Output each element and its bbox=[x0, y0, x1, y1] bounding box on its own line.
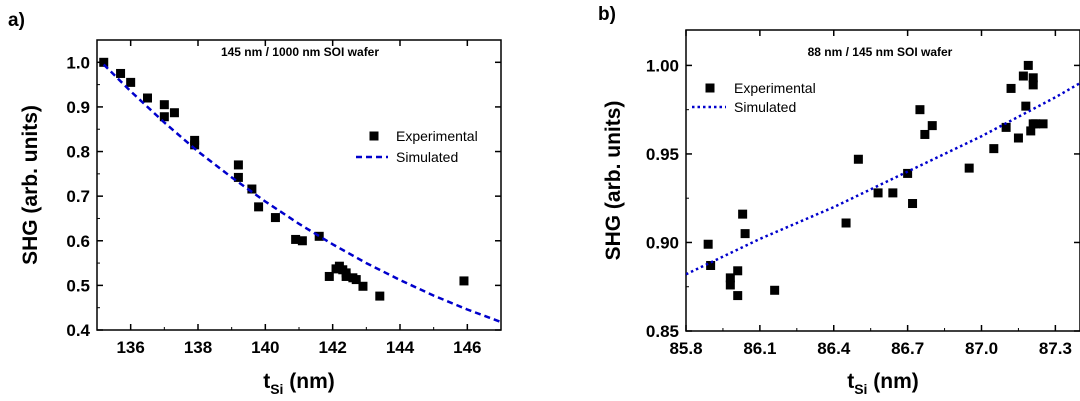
data-point bbox=[725, 273, 735, 283]
data-point bbox=[99, 57, 109, 67]
data-point bbox=[853, 154, 863, 164]
data-point bbox=[1026, 126, 1036, 136]
data-point bbox=[291, 234, 301, 244]
simulated-line bbox=[102, 63, 501, 324]
legend-label: Simulated bbox=[396, 149, 458, 165]
y-tick-label: 0.5 bbox=[66, 276, 90, 295]
plot-frame bbox=[96, 39, 502, 331]
simulated-line bbox=[686, 82, 1080, 276]
data-point bbox=[233, 172, 243, 182]
data-point bbox=[126, 77, 136, 87]
data-point bbox=[159, 100, 169, 110]
y-tick-label: 0.90 bbox=[646, 233, 679, 252]
data-point bbox=[314, 231, 324, 241]
data-point bbox=[190, 140, 200, 150]
panel-a: a) 136 138 140 142 144 146 0.4 0.5 0.6 0.7 0.8 0.9 1.… bbox=[8, 10, 502, 397]
x-tick-label: 146 bbox=[453, 338, 481, 357]
panel-label: b) bbox=[598, 4, 616, 25]
data-point bbox=[927, 121, 937, 131]
data-point bbox=[725, 280, 735, 290]
data-point bbox=[375, 291, 385, 301]
plot-title: 88 nm / 145 nm SOI wafer bbox=[808, 45, 953, 59]
legend-label: Experimental bbox=[396, 128, 478, 144]
data-point bbox=[908, 199, 918, 209]
y-tick-label: 1.0 bbox=[66, 53, 90, 72]
x-tick-label: 144 bbox=[386, 338, 415, 357]
data-point bbox=[1038, 119, 1048, 129]
legend: Experimental Simulated bbox=[356, 128, 478, 165]
x-axis-title: tSi (nm) bbox=[847, 370, 919, 397]
data-point bbox=[270, 213, 280, 223]
data-point bbox=[169, 108, 179, 118]
x-tick-label: 86.7 bbox=[891, 339, 924, 358]
data-point bbox=[233, 160, 243, 170]
data-point bbox=[738, 209, 748, 219]
plot-frame bbox=[685, 29, 1080, 332]
data-point bbox=[989, 144, 999, 154]
data-point bbox=[247, 184, 257, 194]
y-tick-label: 0.7 bbox=[66, 187, 90, 206]
data-point bbox=[706, 260, 716, 270]
data-point bbox=[351, 275, 361, 285]
y-tick-label: 0.4 bbox=[66, 321, 90, 340]
data-point bbox=[740, 229, 750, 239]
plot-title: 145 nm / 1000 nm SOI wafer bbox=[221, 45, 379, 59]
data-point bbox=[1021, 101, 1031, 111]
data-point bbox=[254, 202, 264, 212]
data-point bbox=[873, 188, 883, 198]
legend-marker bbox=[369, 131, 379, 141]
y-axis-title: SHG (arb. units) bbox=[602, 101, 625, 261]
data-point bbox=[116, 68, 126, 78]
x-tick-label: 87.0 bbox=[965, 339, 998, 358]
data-point bbox=[1018, 71, 1028, 81]
legend-marker bbox=[705, 83, 715, 93]
data-point bbox=[915, 105, 925, 115]
y-tick-label: 0.85 bbox=[646, 322, 679, 341]
data-point bbox=[733, 266, 743, 276]
data-point bbox=[841, 218, 851, 228]
data-point bbox=[733, 291, 743, 301]
panel-b: b) 85.8 86.1 86.4 86.7 87.0 87.3 0.85 0.90 0.95 1.… bbox=[598, 4, 1080, 397]
data-point bbox=[964, 163, 974, 173]
x-tick-label: 136 bbox=[116, 338, 144, 357]
data-point bbox=[1028, 73, 1038, 83]
x-tick-label: 140 bbox=[251, 338, 279, 357]
y-tick-label: 0.9 bbox=[66, 98, 90, 117]
data-point bbox=[903, 168, 913, 178]
y-tick-label: 0.8 bbox=[66, 143, 90, 162]
x-tick-label: 138 bbox=[184, 338, 212, 357]
data-point bbox=[159, 112, 169, 122]
panel-label: a) bbox=[8, 10, 25, 31]
data-point bbox=[920, 129, 930, 139]
data-point bbox=[703, 239, 713, 249]
x-axis-title: tSi (nm) bbox=[263, 370, 335, 397]
legend-label: Simulated bbox=[734, 99, 796, 115]
x-tick-label: 86.1 bbox=[743, 339, 776, 358]
y-tick-label: 1.00 bbox=[646, 56, 679, 75]
data-point bbox=[1028, 80, 1038, 90]
data-point bbox=[297, 236, 307, 246]
data-point bbox=[1031, 119, 1041, 129]
data-point bbox=[341, 271, 351, 281]
x-tick-label: 86.4 bbox=[817, 339, 851, 358]
x-tick-label: 85.8 bbox=[669, 339, 702, 358]
legend-label: Experimental bbox=[734, 80, 816, 96]
data-point bbox=[1013, 133, 1023, 143]
data-point bbox=[1001, 122, 1011, 132]
data-point bbox=[324, 271, 334, 281]
data-point bbox=[888, 188, 898, 198]
y-tick-label: 0.95 bbox=[646, 145, 679, 164]
data-point bbox=[1023, 60, 1033, 70]
data-point bbox=[1006, 83, 1016, 93]
x-tick-label: 87.3 bbox=[1039, 339, 1072, 358]
x-tick-label: 142 bbox=[318, 338, 346, 357]
data-point bbox=[459, 276, 469, 286]
data-point bbox=[143, 93, 152, 103]
y-tick-label: 0.6 bbox=[66, 232, 90, 251]
legend: Experimental Simulated bbox=[692, 80, 816, 115]
y-axis-title: SHG (arb. units) bbox=[19, 105, 42, 265]
data-point bbox=[770, 285, 780, 295]
data-point bbox=[358, 281, 368, 291]
